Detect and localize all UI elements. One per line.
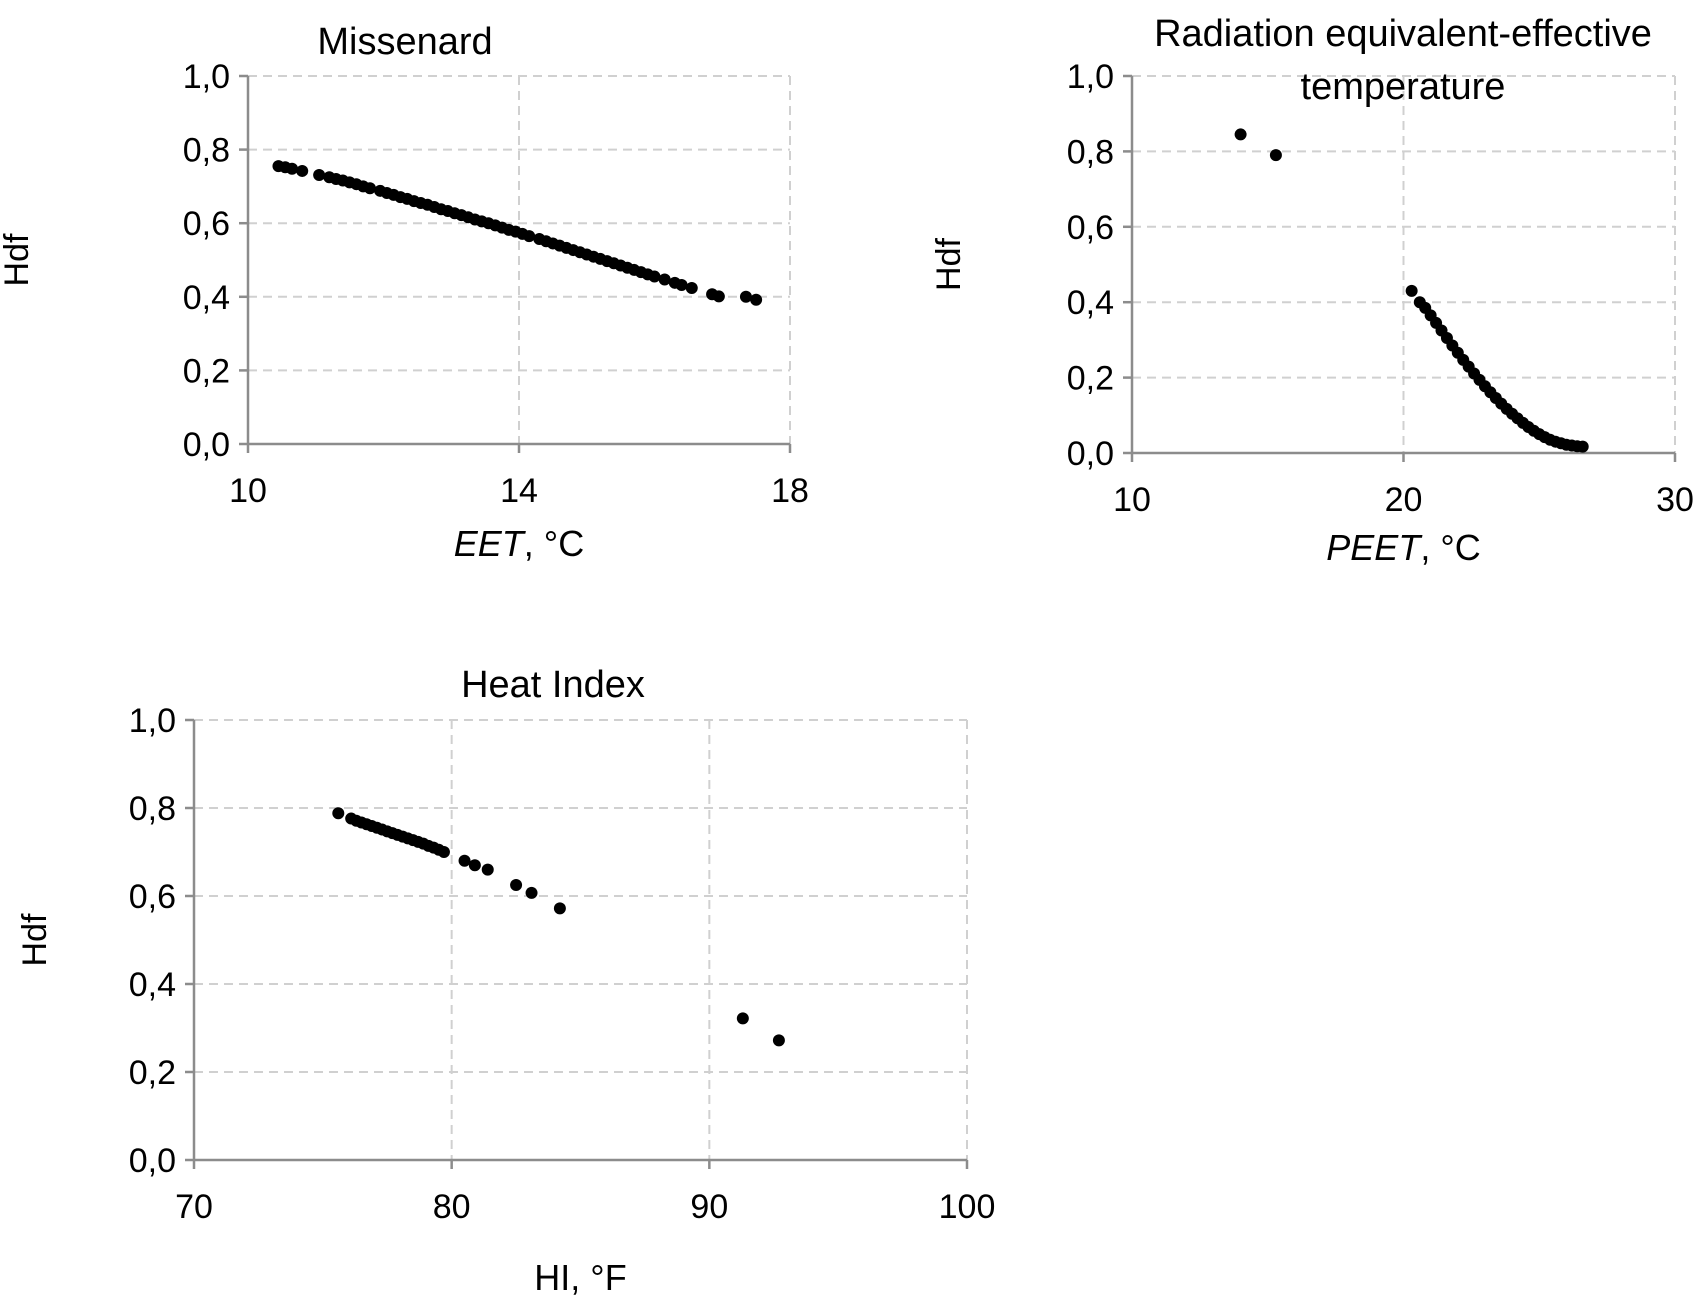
y-axis-label: Hdf (0, 233, 36, 286)
y-tick-label: 1,0 (183, 58, 230, 96)
missenard-chart: 10 14 18 0,0 0,2 0,4 0,6 0,8 1,0 Missenard EET, °C… (0, 21, 809, 564)
data-point (458, 854, 471, 867)
data-point (363, 182, 376, 195)
data-point (1234, 128, 1247, 141)
data-point (712, 290, 725, 303)
data-point (772, 1034, 785, 1047)
y-tick-label: 0,2 (129, 1054, 176, 1092)
data-point (675, 279, 688, 292)
data-point (1576, 440, 1589, 453)
y-tick-label: 0,4 (129, 966, 176, 1004)
data-point (523, 230, 536, 243)
y-tick-label: 0,6 (129, 878, 176, 916)
y-tick-label: 0,8 (183, 132, 230, 170)
y-axis-label: Hdf (930, 237, 968, 290)
y-axis-label: Hdf (16, 913, 54, 966)
chart-title: Missenard (317, 21, 492, 63)
y-tick-label: 0,2 (1067, 360, 1114, 398)
y-tick-label: 1,0 (129, 702, 176, 740)
data-point (468, 859, 481, 872)
y-tick-label: 0,6 (183, 205, 230, 243)
data-point (313, 168, 326, 181)
data-point (736, 1012, 749, 1025)
y-tick-label: 0,0 (129, 1142, 176, 1180)
y-tick-label: 0,8 (129, 790, 176, 828)
x-tick-label: 20 (1385, 481, 1423, 519)
y-tick-label: 0,6 (1067, 209, 1114, 247)
y-tick-label: 0,0 (1067, 435, 1114, 473)
chart-title: Radiation equivalent-effective (1154, 13, 1652, 55)
y-tick-label: 0,4 (1067, 284, 1114, 322)
x-tick-label: 30 (1656, 481, 1694, 519)
x-axis-label-italic: PEET (1326, 527, 1423, 568)
chart-title: Heat Index (461, 664, 645, 706)
x-tick-label: 70 (175, 1188, 213, 1226)
y-tick-label: 0,8 (1067, 133, 1114, 171)
x-axis-label-italic: EET (454, 523, 527, 564)
x-tick-label: 18 (771, 472, 809, 510)
data-point (750, 293, 763, 306)
data-point (437, 846, 450, 858)
data-point (648, 270, 661, 283)
data-point (481, 863, 494, 876)
chart-title: temperature (1301, 66, 1506, 108)
y-tick-label: 0,4 (183, 279, 230, 317)
peet-chart: 10 20 30 0,0 0,2 0,4 0,6 0,8 1,0 Radiation equiva… (930, 13, 1694, 568)
x-tick-label: 90 (690, 1188, 728, 1226)
x-axis-label-unit: , °C (1420, 527, 1480, 568)
x-tick-label: 14 (500, 472, 538, 510)
x-axis-label: HI, °F (534, 1257, 626, 1297)
data-point (296, 164, 309, 177)
x-axis-label-unit: , °C (524, 523, 584, 564)
data-point (525, 886, 538, 899)
y-tick-label: 0,0 (183, 426, 230, 464)
x-axis-label: EET, °C (454, 523, 584, 564)
y-tick-label: 1,0 (1067, 58, 1114, 96)
data-point (510, 879, 523, 891)
heat-index-chart: 70 80 90 100 0,0 0,2 0,4 0,6 0,8 1,0 Heat Index HI,… (16, 664, 995, 1297)
y-tick-label: 0,2 (183, 352, 230, 390)
data-point (658, 273, 671, 286)
data-point (685, 281, 698, 294)
x-tick-label: 10 (229, 472, 267, 510)
data-point (739, 290, 752, 303)
data-point (332, 807, 345, 820)
data-point (286, 162, 299, 175)
x-tick-label: 10 (1113, 481, 1151, 519)
data-point (1405, 284, 1418, 297)
x-tick-label: 80 (433, 1188, 471, 1226)
data-point (1269, 149, 1282, 162)
x-tick-label: 100 (939, 1188, 996, 1226)
x-axis-label: PEET, °C (1326, 527, 1480, 568)
data-point (553, 902, 566, 915)
